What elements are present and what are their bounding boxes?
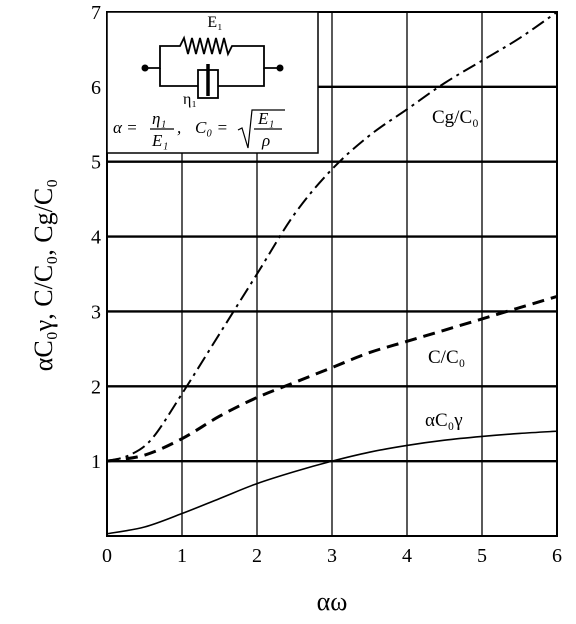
series-line-solid <box>106 430 558 535</box>
x-tick-label: 4 <box>402 545 412 567</box>
spring-symbol <box>148 35 278 69</box>
x-axis-label: αω <box>317 587 348 616</box>
x-tick-label: 1 <box>177 545 187 567</box>
tick-labels: 0 1 2 3 4 5 6 1 2 3 4 5 6 7 <box>91 2 562 567</box>
dashpot-left-wire <box>159 68 198 87</box>
x-tick-label: 0 <box>102 545 112 567</box>
y-tick-label: 2 <box>91 376 101 398</box>
alpha-denominator: E₁ <box>151 131 168 150</box>
label-c: C/C₀ <box>428 347 465 368</box>
x-tick-label: 3 <box>327 545 337 567</box>
c0-lhs: C₀ = <box>195 118 228 137</box>
series-line-dashed <box>106 295 558 463</box>
y-tick-label: 1 <box>91 451 101 473</box>
y-tick-label: 6 <box>91 77 101 99</box>
x-tick-label: 5 <box>477 545 487 567</box>
y-tick-label: 7 <box>91 2 101 24</box>
label-gamma: αC₀γ <box>425 410 463 431</box>
series-line-dash-dot <box>106 11 558 463</box>
sqrt-symbol <box>237 109 285 149</box>
y-tick-label: 5 <box>91 152 101 174</box>
y-tick-label: 4 <box>91 227 101 249</box>
plot-frame <box>106 11 558 537</box>
c0-numerator: E₁ <box>257 109 274 128</box>
comma: , <box>177 118 181 137</box>
inset-box: E₁ η₁ α = η₁ E₁ , C₀ = E₁ ρ <box>106 11 319 154</box>
right-node <box>276 64 284 72</box>
inset-frame <box>106 11 319 154</box>
left-node <box>141 64 149 72</box>
y-axis-label: αC₀γ, C/C₀, Cg/C₀ <box>29 179 58 371</box>
alpha-lhs: α = <box>113 118 138 137</box>
series-group <box>106 11 558 535</box>
dashpot-right-wire <box>218 68 265 87</box>
inset-spring-label: E₁ <box>207 14 222 31</box>
label-cg: Cg/C₀ <box>432 107 479 128</box>
x-tick-label: 2 <box>252 545 262 567</box>
alpha-numerator: η₁ <box>152 109 166 128</box>
inset-dashpot-label: η₁ <box>183 91 197 108</box>
c0-denominator: ρ <box>261 131 270 150</box>
x-tick-label: 6 <box>552 545 562 567</box>
y-tick-label: 3 <box>91 301 101 323</box>
